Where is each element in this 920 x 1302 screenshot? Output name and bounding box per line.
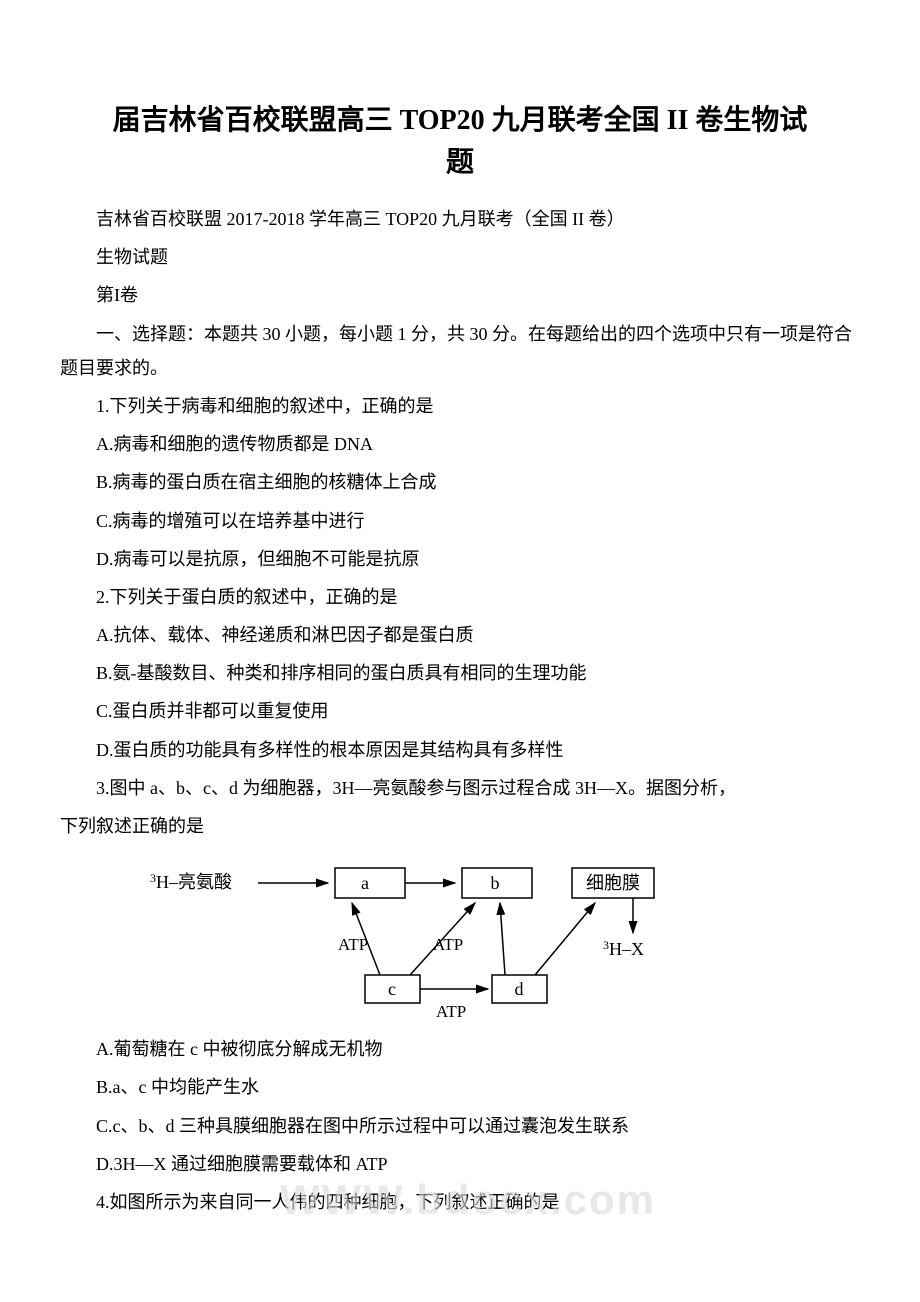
q1-option-d: D.病毒可以是抗原，但细胞不可能是抗原 xyxy=(60,542,860,576)
section-label: 第I卷 xyxy=(60,278,860,312)
q2-option-d: D.蛋白质的功能具有多样性的根本原因是其结构具有多样性 xyxy=(60,733,860,767)
q2-option-a: A.抗体、载体、神经递质和淋巴因子都是蛋白质 xyxy=(60,618,860,652)
q2-stem: 2.下列关于蛋白质的叙述中，正确的是 xyxy=(60,580,860,614)
svg-text:3H–亮氨酸: 3H–亮氨酸 xyxy=(150,871,232,892)
q3-option-b: B.a、c 中均能产生水 xyxy=(60,1070,860,1104)
q3-option-c: C.c、b、d 三种具膜细胞器在图中所示过程中可以通过囊泡发生联系 xyxy=(60,1109,860,1143)
title-line-2: 题 xyxy=(60,142,860,184)
q2-option-b: B.氨-基酸数目、种类和排序相同的蛋白质具有相同的生理功能 xyxy=(60,656,860,690)
q3-diagram: 3H–亮氨酸 a b 细胞膜 3H–X c xyxy=(140,855,860,1020)
q3-option-a: A.葡萄糖在 c 中被彻底分解成无机物 xyxy=(60,1032,860,1066)
diagram-atp-2: ATP xyxy=(433,935,463,954)
q1-option-b: B.病毒的蛋白质在宿主细胞的核糖体上合成 xyxy=(60,465,860,499)
diagram-box-b: b xyxy=(491,873,500,893)
instructions: 一、选择题：本题共 30 小题，每小题 1 分，共 30 分。在每题给出的四个选… xyxy=(60,317,860,385)
diagram-box-d: d xyxy=(515,979,524,999)
diagram-box-c: c xyxy=(388,979,396,999)
q3-stem-line2: 下列叙述正确的是 xyxy=(60,809,860,843)
subject-label: 生物试题 xyxy=(60,240,860,274)
diagram-membrane-label: 细胞膜 xyxy=(586,873,640,893)
q1-option-c: C.病毒的增殖可以在培养基中进行 xyxy=(60,504,860,538)
q1-stem: 1.下列关于病毒和细胞的叙述中，正确的是 xyxy=(60,389,860,423)
diagram-atp-1: ATP xyxy=(338,935,368,954)
q2-option-c: C.蛋白质并非都可以重复使用 xyxy=(60,694,860,728)
diagram-box-a: a xyxy=(361,873,369,893)
q3-stem-line1: 3.图中 a、b、c、d 为细胞器，3H—亮氨酸参与图示过程合成 3H—X。据图… xyxy=(60,771,860,805)
diagram-right-label: H–X xyxy=(609,939,644,959)
q1-option-a: A.病毒和细胞的遗传物质都是 DNA xyxy=(60,427,860,461)
svg-text:3H–X: 3H–X xyxy=(603,938,644,959)
q3-option-d: D.3H—X 通过细胞膜需要载体和 ATP xyxy=(60,1147,860,1181)
diagram-left-label: H–亮氨酸 xyxy=(156,872,232,892)
subtitle: 吉林省百校联盟 2017-2018 学年高三 TOP20 九月联考（全国 II … xyxy=(60,202,860,236)
q4-stem: 4.如图所示为来自同一人伟的四种细胞，下列叙述正确的是 xyxy=(60,1185,860,1219)
diagram-atp-3: ATP xyxy=(436,1002,466,1020)
title-line-1: 届吉林省百校联盟高三 TOP20 九月联考全国 II 卷生物试 xyxy=(60,100,860,142)
